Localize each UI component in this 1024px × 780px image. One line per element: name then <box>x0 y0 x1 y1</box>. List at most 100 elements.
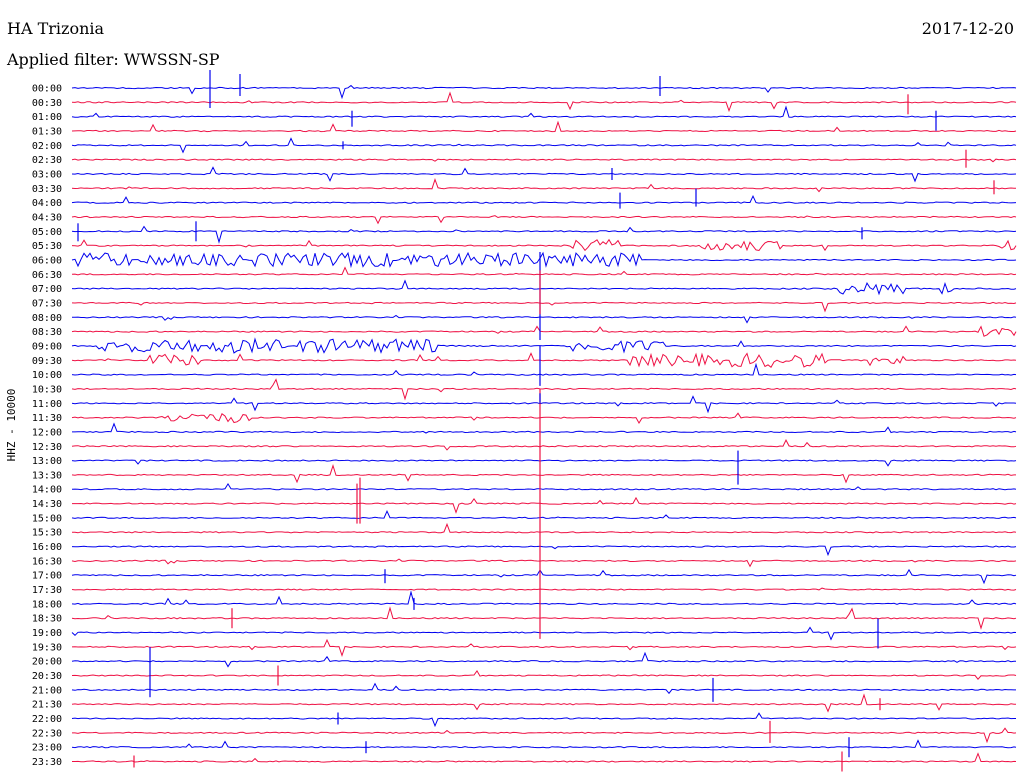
time-label: 19:30 <box>32 642 62 653</box>
trace-line <box>71 266 1017 276</box>
trace-line <box>71 682 1016 695</box>
trace-line <box>71 215 1017 225</box>
time-label: 08:30 <box>32 327 62 338</box>
time-label: 21:30 <box>32 700 62 711</box>
time-label: 00:30 <box>32 98 62 109</box>
trace-line <box>71 251 1017 269</box>
time-label: 18:00 <box>32 599 62 610</box>
time-label: 09:00 <box>32 341 62 352</box>
trace-line <box>72 496 1017 514</box>
time-label: 04:30 <box>32 212 62 223</box>
trace-line <box>71 568 1017 585</box>
trace-line <box>71 712 1016 728</box>
trace-line <box>71 352 1017 368</box>
trace-line <box>71 238 1017 252</box>
trace-line <box>71 459 1017 467</box>
trace-line <box>71 590 1017 606</box>
time-label: 23:30 <box>32 757 62 768</box>
time-label: 11:00 <box>32 399 62 410</box>
trace-line <box>71 509 1017 520</box>
time-label: 19:00 <box>32 628 62 639</box>
trace-line <box>71 438 1017 451</box>
trace-line <box>71 91 1017 113</box>
time-label: 11:30 <box>32 413 62 424</box>
trace-line <box>71 412 1017 424</box>
trace-line <box>72 727 1017 744</box>
time-label: 07:00 <box>32 284 62 295</box>
time-label: 12:00 <box>32 427 62 438</box>
trace-line <box>71 739 1017 749</box>
trace-line <box>71 626 1017 641</box>
trace-line <box>71 522 1017 534</box>
time-label: 13:30 <box>32 470 62 481</box>
time-label: 09:30 <box>32 356 62 367</box>
trace-line <box>71 166 1017 183</box>
time-label: 14:00 <box>32 485 62 496</box>
trace-line <box>71 301 1017 313</box>
trace-line <box>71 137 1017 154</box>
time-label: 14:30 <box>32 499 62 510</box>
time-label: 15:00 <box>32 513 62 524</box>
time-label: 04:00 <box>32 198 62 209</box>
trace-line <box>71 638 1017 657</box>
time-label: 02:30 <box>32 155 62 166</box>
trace-line <box>71 587 1017 591</box>
channel-label: HHZ - 10000 <box>5 389 18 462</box>
trace-line <box>72 752 1017 763</box>
trace-line <box>71 177 1017 193</box>
time-label: 22:30 <box>32 728 62 739</box>
trace-line <box>71 158 1017 163</box>
time-label: 23:00 <box>32 743 62 754</box>
filter-value: WWSSN-SP <box>123 50 220 69</box>
trace-line <box>71 395 1017 414</box>
time-label: 20:30 <box>32 671 62 682</box>
trace-line <box>71 545 1017 557</box>
time-label: 02:00 <box>32 141 62 152</box>
trace-line <box>71 84 1017 100</box>
time-label: 16:30 <box>32 556 62 567</box>
trace-line <box>71 606 1017 630</box>
trace-line <box>71 337 1017 354</box>
time-label: 17:00 <box>32 571 62 582</box>
trace-line <box>71 558 1017 568</box>
trace-line <box>71 325 1017 337</box>
trace-line <box>71 362 1017 376</box>
time-label: 13:00 <box>32 456 62 467</box>
time-label: 03:00 <box>32 169 62 180</box>
time-label: 18:30 <box>32 614 62 625</box>
time-label: 15:30 <box>32 528 62 539</box>
time-label: 10:30 <box>32 384 62 395</box>
time-label: 03:30 <box>32 184 62 195</box>
time-label: 07:30 <box>32 298 62 309</box>
time-label: 01:30 <box>32 126 62 137</box>
time-label: 22:00 <box>32 714 62 725</box>
trace-line <box>71 693 1016 713</box>
time-label: 08:00 <box>32 313 62 324</box>
trace-line <box>71 651 1017 668</box>
trace-line <box>71 120 1017 133</box>
trace-line <box>71 225 1017 244</box>
trace-line <box>71 105 1017 118</box>
time-label: 05:00 <box>32 227 62 238</box>
time-label: 21:00 <box>32 685 62 696</box>
time-label: 12:30 <box>32 442 62 453</box>
time-label: 06:00 <box>32 255 62 266</box>
record-date: 2017-12-20 <box>921 19 1014 38</box>
filter-line: Applied filter: WWSSN-SP <box>7 51 220 69</box>
time-label: 01:00 <box>32 112 62 123</box>
time-label: 10:00 <box>32 370 62 381</box>
time-label: 06:30 <box>32 270 62 281</box>
trace-line <box>71 279 1017 296</box>
trace-line <box>71 378 1017 401</box>
filter-label: Applied filter: <box>7 50 119 69</box>
time-label: 05:30 <box>32 241 62 252</box>
trace-line <box>71 669 1017 680</box>
trace-group <box>71 70 1017 772</box>
trace-line <box>71 195 1017 204</box>
time-label-group: 00:00 00:30 01:00 01:30 02:00 02:30 03:00 03:30… <box>32 84 62 769</box>
station-title: HA Trizonia <box>7 19 105 38</box>
trace-line <box>71 314 1017 324</box>
time-label: 16:00 <box>32 542 62 553</box>
time-label: 17:30 <box>32 585 62 596</box>
